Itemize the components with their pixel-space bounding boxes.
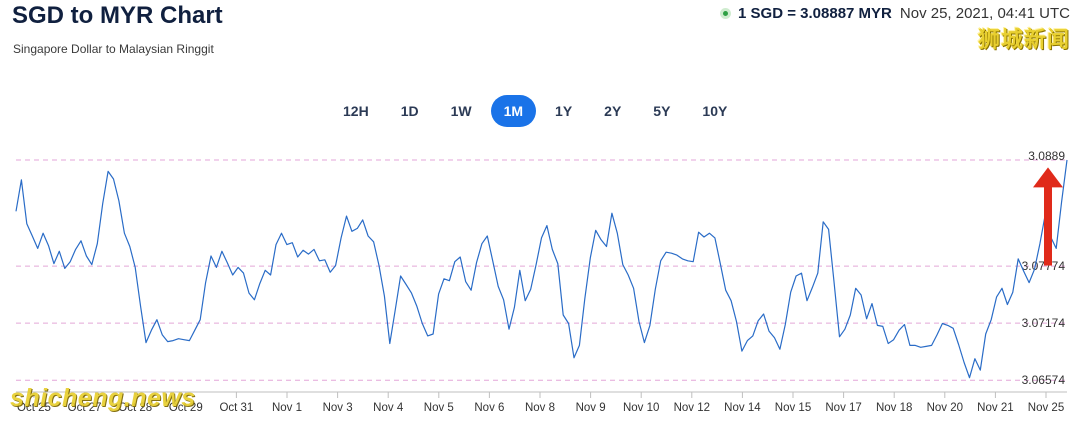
x-tick-label: Nov 4 [373,402,404,414]
tab-5y[interactable]: 5Y [653,103,671,119]
x-tick-label: Nov 9 [576,402,606,414]
y-tick-label: 3.0889 [1028,149,1065,163]
x-tick-label: Oct 31 [219,402,253,414]
current-rate: 1 SGD = 3.08887 MYR Nov 25, 2021, 04:41 … [720,5,1070,22]
x-tick-label: Oct 25 [17,402,51,414]
tab-2y[interactable]: 2Y [604,103,622,119]
watermark-english: shicheng.news [10,384,196,412]
watermark-chinese: 狮城新闻 [977,27,1070,52]
x-tick-label: Nov 1 [272,402,302,414]
x-tick-label: Nov 12 [674,402,710,414]
timeframe-tabs: 12H 1D 1W 1M 1Y 2Y 5Y 10Y [330,95,746,127]
x-tick-label: Nov 5 [424,402,454,414]
page-title: SGD to MYR Chart [12,2,223,29]
x-tick-label: Nov 15 [775,402,811,414]
page-subtitle: Singapore Dollar to Malaysian Ringgit [13,42,214,56]
tab-1w[interactable]: 1W [450,103,472,119]
rate-chart[interactable]: 3.0889 3.07774 3.07174 3.06574 Oct 25 Oct 27 O… [0,140,1080,425]
tab-10y[interactable]: 10Y [702,103,728,119]
x-tick-label: Nov 20 [927,402,963,414]
x-tick-label: Nov 25 [1028,402,1064,414]
x-tick-label: Nov 18 [876,402,912,414]
x-tick-label: Nov 21 [977,402,1013,414]
x-tick-label: Nov 14 [724,402,761,414]
x-tick-label: Oct 29 [169,402,203,414]
rate-value: 1 SGD = 3.08887 MYR [738,5,892,22]
y-tick-label: 3.07174 [1022,316,1066,330]
x-tick-label: Oct 28 [118,402,152,414]
x-tick-label: Nov 6 [474,402,504,414]
y-tick-label: 3.06574 [1022,373,1066,387]
tab-1y[interactable]: 1Y [555,103,573,119]
tab-1m[interactable]: 1M [490,95,537,127]
x-tick-label: Nov 3 [323,402,353,414]
x-tick-label: Nov 8 [525,402,555,414]
y-tick-label: 3.07774 [1022,259,1066,273]
tab-1d[interactable]: 1D [400,103,419,119]
rate-timestamp: Nov 25, 2021, 04:41 UTC [899,5,1070,22]
live-status-icon [720,8,732,19]
x-tick-label: Oct 27 [68,402,102,414]
tab-12h[interactable]: 12H [343,103,369,119]
series-line [15,159,1068,379]
x-tick-label: Nov 17 [825,402,861,414]
x-tick-label: Nov 10 [623,402,659,414]
up-arrow-icon [1033,167,1063,266]
